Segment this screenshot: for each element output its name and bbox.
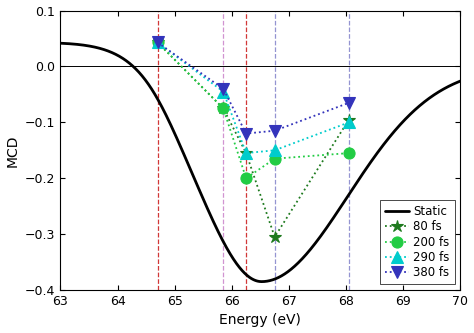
380 fs	[155, 40, 160, 44]
Static	[370, 157, 375, 161]
200 fs	[346, 151, 352, 155]
380 fs	[346, 101, 352, 105]
Static	[333, 213, 338, 217]
Line: Static: Static	[60, 43, 460, 282]
Y-axis label: MCD: MCD	[6, 134, 19, 166]
Line: 80 fs: 80 fs	[151, 36, 355, 243]
290 fs	[155, 40, 160, 44]
290 fs	[243, 151, 249, 155]
200 fs	[155, 40, 160, 44]
Line: 200 fs: 200 fs	[152, 37, 355, 184]
80 fs	[243, 151, 249, 155]
380 fs	[272, 129, 278, 133]
Static	[219, 237, 225, 241]
290 fs	[346, 120, 352, 124]
380 fs	[220, 87, 226, 91]
Static	[98, 47, 104, 51]
Line: 380 fs: 380 fs	[152, 37, 355, 139]
Static	[57, 41, 63, 45]
Static	[457, 79, 463, 83]
80 fs	[155, 40, 160, 44]
380 fs	[243, 132, 249, 136]
Static	[259, 280, 264, 284]
Static	[234, 262, 239, 266]
Static	[377, 148, 383, 152]
80 fs	[220, 106, 226, 110]
Legend: Static, 80 fs, 200 fs, 290 fs, 380 fs: Static, 80 fs, 200 fs, 290 fs, 380 fs	[381, 200, 455, 284]
200 fs	[272, 157, 278, 161]
200 fs	[220, 106, 226, 110]
80 fs	[272, 235, 278, 239]
200 fs	[243, 176, 249, 180]
Line: 290 fs: 290 fs	[152, 37, 355, 159]
290 fs	[272, 148, 278, 152]
290 fs	[220, 90, 226, 94]
80 fs	[346, 118, 352, 122]
X-axis label: Energy (eV): Energy (eV)	[219, 313, 301, 327]
